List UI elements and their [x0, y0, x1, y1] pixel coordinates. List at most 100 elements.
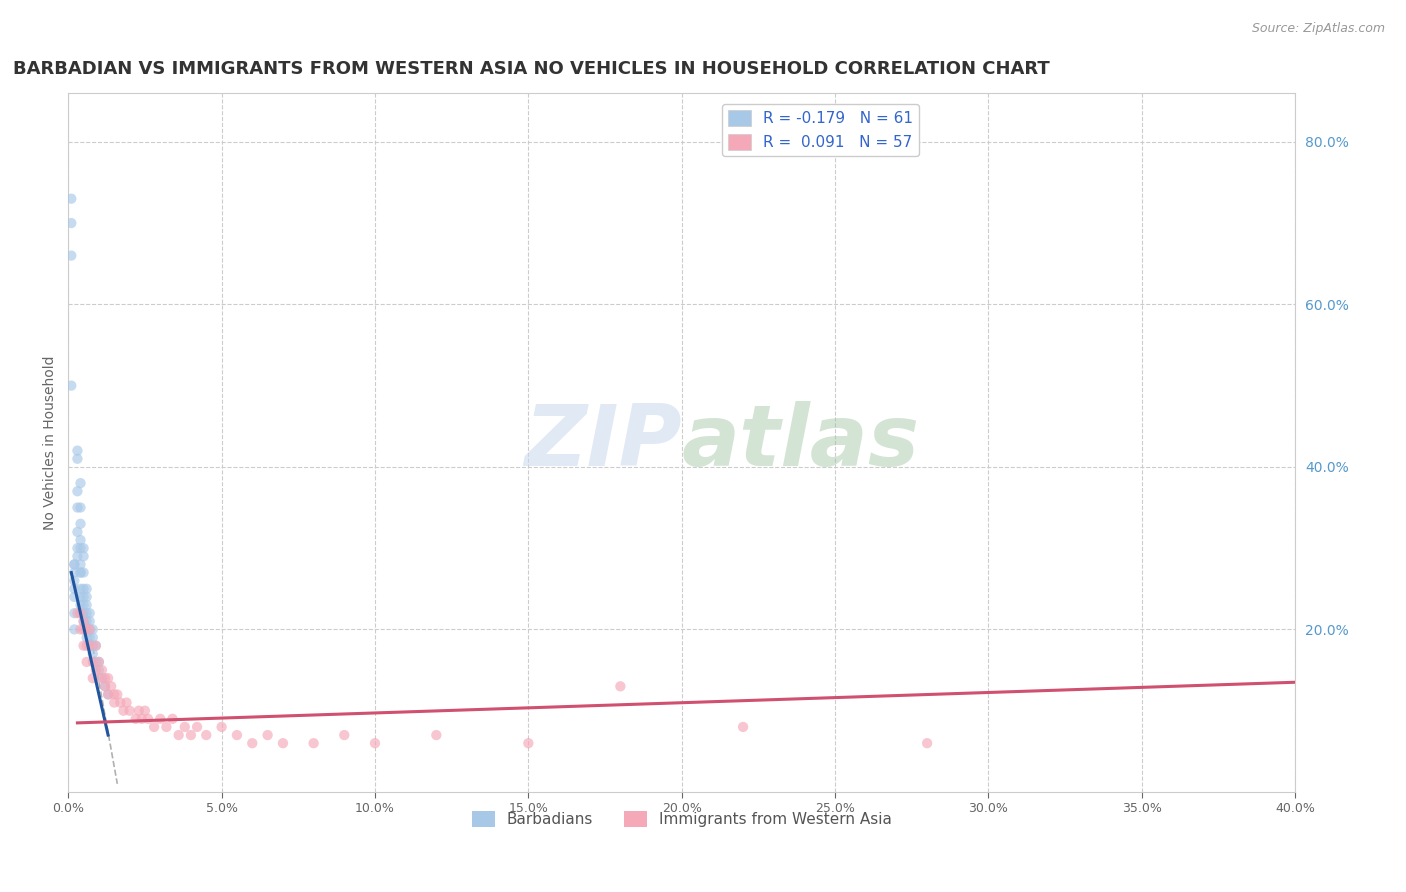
Point — [87, 655, 110, 669]
Point — [155, 720, 177, 734]
Point — [69, 566, 91, 580]
Point — [69, 598, 91, 612]
Point — [103, 688, 125, 702]
Point — [63, 582, 86, 596]
Point — [60, 192, 83, 206]
Point — [66, 541, 89, 556]
Point — [63, 606, 86, 620]
Point — [69, 582, 91, 596]
Text: ZIP: ZIP — [524, 401, 682, 484]
Point — [69, 606, 91, 620]
Point — [162, 712, 184, 726]
Point — [60, 249, 83, 263]
Point — [69, 516, 91, 531]
Point — [211, 720, 233, 734]
Point — [256, 728, 278, 742]
Point — [79, 615, 101, 629]
Point — [76, 623, 98, 637]
Text: atlas: atlas — [682, 401, 920, 484]
Point — [72, 590, 94, 604]
Point — [69, 590, 91, 604]
Point — [118, 704, 141, 718]
Point — [84, 639, 107, 653]
Point — [76, 639, 98, 653]
Point — [82, 671, 104, 685]
Point — [63, 558, 86, 572]
Point — [76, 623, 98, 637]
Point — [87, 663, 110, 677]
Point — [915, 736, 938, 750]
Point — [134, 704, 156, 718]
Point — [72, 615, 94, 629]
Point — [69, 476, 91, 491]
Point — [79, 623, 101, 637]
Point — [63, 574, 86, 588]
Point — [82, 631, 104, 645]
Point — [69, 623, 91, 637]
Point — [69, 558, 91, 572]
Point — [136, 712, 159, 726]
Point — [143, 720, 166, 734]
Point — [66, 549, 89, 564]
Point — [195, 728, 218, 742]
Point — [72, 598, 94, 612]
Point — [66, 524, 89, 539]
Point — [66, 451, 89, 466]
Point — [94, 679, 117, 693]
Point — [333, 728, 356, 742]
Point — [76, 655, 98, 669]
Point — [79, 639, 101, 653]
Point — [364, 736, 387, 750]
Point — [97, 671, 120, 685]
Point — [72, 606, 94, 620]
Point — [76, 582, 98, 596]
Point — [66, 500, 89, 515]
Point — [125, 712, 148, 726]
Point — [97, 688, 120, 702]
Point — [63, 566, 86, 580]
Point — [79, 606, 101, 620]
Point — [226, 728, 249, 742]
Point — [66, 606, 89, 620]
Point — [69, 541, 91, 556]
Point — [63, 558, 86, 572]
Point — [72, 549, 94, 564]
Point — [60, 216, 83, 230]
Point — [97, 688, 120, 702]
Point — [66, 443, 89, 458]
Point — [60, 378, 83, 392]
Point — [72, 541, 94, 556]
Point — [87, 671, 110, 685]
Point — [69, 566, 91, 580]
Point — [271, 736, 294, 750]
Point — [131, 712, 153, 726]
Point — [82, 655, 104, 669]
Point — [167, 728, 190, 742]
Point — [79, 631, 101, 645]
Point — [149, 712, 172, 726]
Point — [72, 566, 94, 580]
Point — [180, 728, 202, 742]
Point — [72, 639, 94, 653]
Point — [76, 606, 98, 620]
Point — [112, 704, 135, 718]
Point — [79, 623, 101, 637]
Point — [76, 631, 98, 645]
Point — [82, 623, 104, 637]
Point — [63, 590, 86, 604]
Point — [91, 671, 114, 685]
Point — [72, 582, 94, 596]
Point — [76, 615, 98, 629]
Point — [425, 728, 447, 742]
Point — [69, 500, 91, 515]
Point — [76, 590, 98, 604]
Text: Source: ZipAtlas.com: Source: ZipAtlas.com — [1251, 22, 1385, 36]
Point — [72, 623, 94, 637]
Point — [302, 736, 325, 750]
Y-axis label: No Vehicles in Household: No Vehicles in Household — [44, 355, 58, 530]
Point — [105, 688, 128, 702]
Point — [76, 598, 98, 612]
Point — [128, 704, 150, 718]
Point — [72, 615, 94, 629]
Point — [186, 720, 208, 734]
